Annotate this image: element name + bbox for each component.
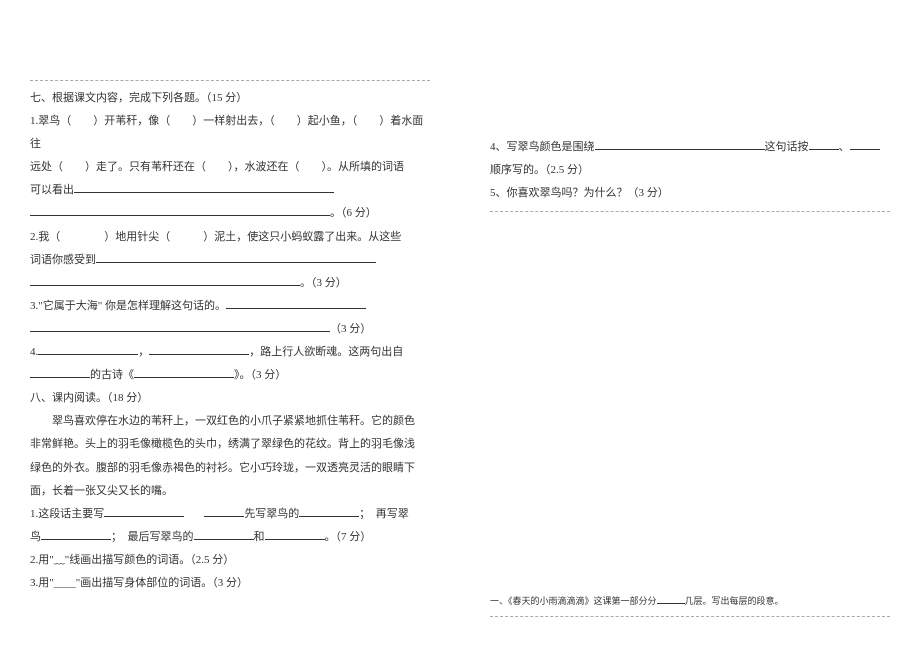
q8-para-1: 翠鸟喜欢停在水边的苇秆上，一双红色的小爪子紧紧地抓住苇秆。它的颜色 <box>30 410 430 433</box>
q4-prefix: 4、写翠鸟颜色是围绕 <box>490 141 595 153</box>
q8-1c: ； 再写翠 <box>359 508 409 520</box>
q8-1a: 1.这段话主要写 <box>30 508 104 520</box>
q8-para-4: 面，长着一张又尖又长的嘴。 <box>30 480 430 503</box>
q7-3a: 3."它属于大海" 你是怎样理解这句话的。 <box>30 300 226 312</box>
q7-2-line-a: 2.我（ ）地用针尖（ ）泥土，使这只小蚂蚁露了出来。从这些 <box>30 226 430 249</box>
q7-1-line-d: 。（6 分） <box>30 202 430 225</box>
blank <box>809 139 839 150</box>
q7-1-line-c: 可以看出 <box>30 179 430 202</box>
q5-line: 5、你喜欢翠鸟吗？为什么？（3 分） <box>490 182 890 205</box>
left-column: 七、根据课文内容，完成下列各题。（15 分） 1.翠鸟（ ）开苇秆，像（ ）一样… <box>0 0 460 651</box>
rule-footer <box>490 616 890 617</box>
q4-sep: 、 <box>839 141 850 153</box>
blank <box>226 298 366 309</box>
q8-1d-prefix: 鸟 <box>30 531 41 543</box>
q8-1-line-b: 鸟 ； 最后写翠鸟的 和 。（7 分） <box>30 526 430 549</box>
q4-line-a: 4、写翠鸟颜色是围绕 这句话按 、 <box>490 136 890 159</box>
blank <box>41 529 111 540</box>
q7-1c-prefix: 可以看出 <box>30 184 74 196</box>
q7-4a-prefix: 4. <box>30 346 38 358</box>
q8-para-3: 绿色的外衣。腹部的羽毛像赤褐色的衬衫。它小巧玲珑，一双透亮灵活的眼睛下 <box>30 457 430 480</box>
right-footer: 一、《春天的小雨滴滴滴》这课第一部分分 几层。写出每层的段意。 <box>490 592 890 621</box>
q7-3b-suffix: （3 分） <box>330 323 371 335</box>
right-column: 4、写翠鸟颜色是围绕 这句话按 、 顺序写的。（2.5 分） 5、你喜欢翠鸟吗？为什… <box>460 0 920 651</box>
q8-1-line-a: 1.这段话主要写 先写翠鸟的 ； 再写翠 <box>30 503 430 526</box>
q7-1-line-a: 1.翠鸟（ ）开苇秆，像（ ）一样射出去，（ ）起小鱼，（ ）着水面往 <box>30 110 430 156</box>
blank <box>30 275 300 286</box>
q7-3-line-b: （3 分） <box>30 318 430 341</box>
rule-answer-1 <box>490 211 890 212</box>
q8-3: 3.用"____"画出描写身体部位的词语。（3 分） <box>30 572 430 595</box>
q7-4a-suffix: ，路上行人欲断魂。这两句出自 <box>249 346 403 358</box>
q7-1d-suffix: 。（6 分） <box>330 207 377 219</box>
q7-2-line-c: 。（3 分） <box>30 272 430 295</box>
blank <box>104 506 184 517</box>
q8-1d-and: 和 <box>254 531 265 543</box>
blank <box>850 139 880 150</box>
blank <box>149 344 249 355</box>
footer-line: 一、《春天的小雨滴滴滴》这课第一部分分 几层。写出每层的段意。 <box>490 592 890 610</box>
blank <box>194 529 254 540</box>
q7-4-line-b: 的古诗《 》。（3 分） <box>30 364 430 387</box>
q4-line-b: 顺序写的。（2.5 分） <box>490 159 890 182</box>
blank <box>595 139 765 150</box>
q8-title: 八、课内阅读。（18 分） <box>30 387 430 410</box>
blank <box>30 367 90 378</box>
blank <box>134 367 234 378</box>
blank <box>299 506 359 517</box>
q7-4b-suffix: 》。（3 分） <box>234 369 286 381</box>
blank <box>30 205 330 216</box>
q7-title: 七、根据课文内容，完成下列各题。（15 分） <box>30 87 430 110</box>
q7-3-line-a: 3."它属于大海" 你是怎样理解这句话的。 <box>30 295 430 318</box>
q7-1-line-b: 远处（ ）走了。只有苇秆还在（ ），水波还在（ ）。从所填的词语 <box>30 156 430 179</box>
page: 七、根据课文内容，完成下列各题。（15 分） 1.翠鸟（ ）开苇秆，像（ ）一样… <box>0 0 920 651</box>
footer-prefix: 一、《春天的小雨滴滴滴》这课第一部分分 <box>490 596 657 606</box>
q8-2: 2.用"﹏"线画出描写颜色的词语。（2.5 分） <box>30 549 430 572</box>
blank <box>74 182 334 193</box>
q7-2-line-b: 词语你感受到 <box>30 249 430 272</box>
q7-4a-mid: ， <box>138 346 149 358</box>
footer-suffix: 几层。写出每层的段意。 <box>685 596 784 606</box>
q8-1d-suffix: 。（7 分） <box>325 531 372 543</box>
q7-2c-suffix: 。（3 分） <box>300 277 347 289</box>
spacer <box>490 80 890 136</box>
q4-mid: 这句话按 <box>765 141 809 153</box>
q7-2b-prefix: 词语你感受到 <box>30 254 96 266</box>
blank <box>657 595 685 604</box>
q8-1b: 先写翠鸟的 <box>244 508 299 520</box>
q7-4-line-a: 4. ， ，路上行人欲断魂。这两句出自 <box>30 341 430 364</box>
rule-top-left <box>30 80 430 81</box>
q8-1d-mid: ； 最后写翠鸟的 <box>111 531 194 543</box>
q7-4b-prefix: 的古诗《 <box>90 369 134 381</box>
q8-para-2: 非常鲜艳。头上的羽毛像橄榄色的头巾，绣满了翠绿色的花纹。背上的羽毛像浅 <box>30 433 430 456</box>
blank <box>30 321 330 332</box>
blank <box>265 529 325 540</box>
blank <box>96 252 376 263</box>
blank <box>204 506 244 517</box>
blank <box>38 344 138 355</box>
